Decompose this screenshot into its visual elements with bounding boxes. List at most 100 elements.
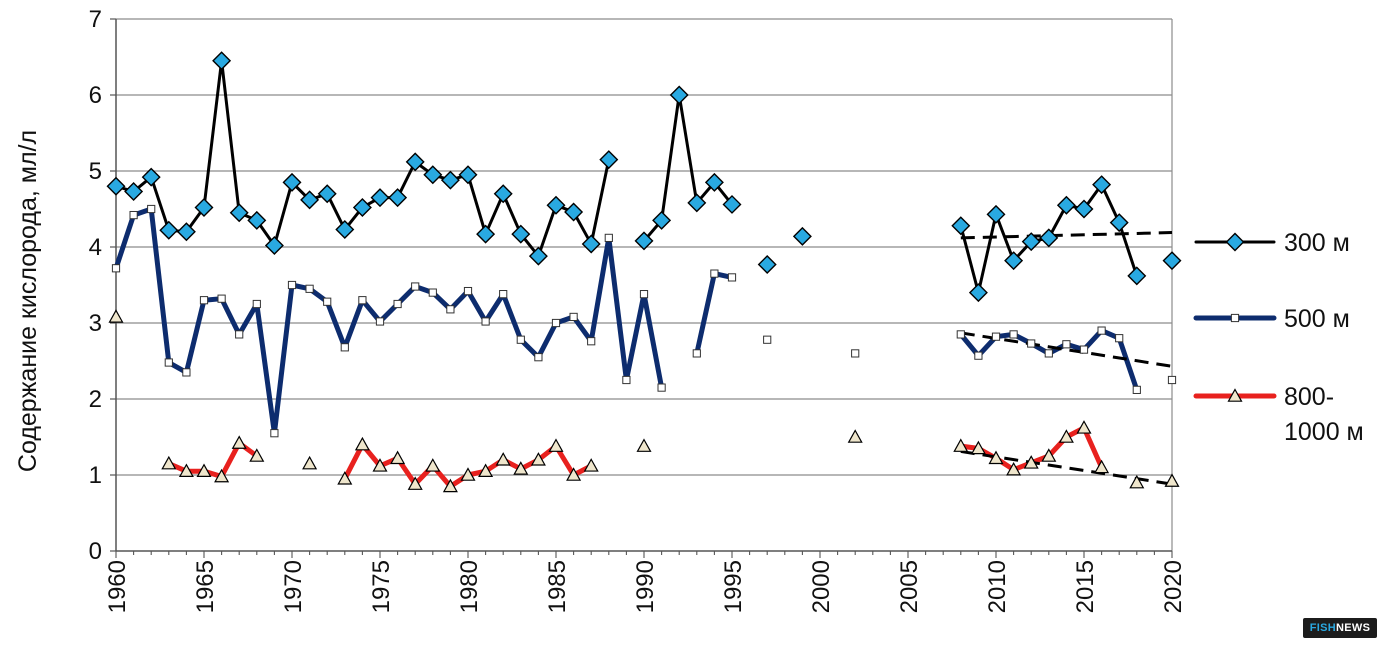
legend-label: 800- [1284, 383, 1334, 411]
data-point [988, 450, 1004, 465]
data-point [1164, 473, 1180, 487]
data-point [548, 438, 564, 452]
x-tick-label: 2005 [896, 560, 923, 613]
data-point [513, 461, 529, 475]
x-tick-label: 1975 [368, 560, 395, 613]
data-point [446, 305, 455, 314]
data-point [405, 152, 425, 172]
data-point [974, 351, 983, 360]
y-axis-ticks: 0 1 2 3 4 5 6 7 [89, 6, 116, 565]
data-point [1127, 266, 1147, 286]
data-point [358, 296, 367, 305]
data-point [1094, 459, 1110, 474]
x-tick-label: 1990 [632, 560, 659, 613]
data-point [622, 375, 631, 385]
gridlines [116, 18, 1173, 551]
data-point [551, 318, 561, 328]
data-point [599, 150, 619, 170]
data-point [639, 290, 649, 299]
data-point [528, 246, 548, 266]
data-point [1041, 448, 1057, 462]
data-point [1076, 420, 1092, 434]
data-point [636, 438, 652, 452]
data-point [564, 202, 584, 222]
data-point [335, 220, 355, 240]
y-tick-label: 0 [89, 538, 102, 565]
data-point [581, 234, 601, 254]
data-point [129, 210, 138, 220]
data-point [951, 216, 971, 236]
data-point [305, 284, 314, 293]
y-tick-label: 2 [89, 386, 102, 413]
data-point [247, 210, 267, 230]
data-point [147, 204, 156, 214]
data-point [249, 448, 265, 462]
data-point [264, 235, 284, 255]
data-point [423, 165, 443, 185]
data-point [1129, 474, 1145, 489]
data-point [352, 197, 372, 217]
data-point [106, 176, 126, 196]
x-tick-label: 2000 [808, 560, 835, 613]
legend-marker [1230, 313, 1240, 323]
data-point [178, 463, 194, 477]
data-point [463, 286, 473, 296]
y-tick-label: 3 [89, 310, 102, 337]
data-point [428, 288, 437, 297]
data-point [182, 368, 191, 377]
data-point [231, 435, 247, 449]
data-point [722, 194, 742, 214]
x-tick-label: 2010 [984, 560, 1011, 613]
data-point [493, 184, 513, 204]
data-point [569, 312, 578, 322]
data-point [516, 335, 525, 344]
x-tick-label: 1965 [192, 560, 219, 613]
data-point [495, 452, 511, 466]
trend-line [960, 231, 1173, 240]
x-tick-label: 2015 [1072, 560, 1099, 613]
data-point [970, 440, 986, 455]
data-point [214, 468, 230, 483]
data-point [530, 452, 546, 466]
data-point [499, 290, 508, 299]
data-point [411, 282, 420, 291]
data-point [1039, 228, 1059, 248]
data-point [478, 463, 494, 477]
data-point [534, 353, 543, 362]
data-point [669, 85, 689, 105]
x-tick-label: 1980 [456, 560, 483, 613]
data-point [164, 358, 173, 367]
data-point [953, 438, 969, 452]
legend-label: 300 м [1284, 229, 1350, 257]
data-point [337, 471, 353, 485]
legend-marker [1227, 388, 1243, 402]
x-tick-label: 1995 [720, 560, 747, 613]
data-point [1056, 195, 1076, 215]
data-point [176, 222, 196, 242]
data-point [1162, 251, 1182, 271]
data-point [440, 170, 460, 190]
data-point [757, 254, 777, 274]
data-point [354, 436, 370, 451]
series-line-segment [694, 271, 735, 356]
data-point [687, 193, 707, 213]
data-point [217, 294, 226, 303]
data-point [407, 476, 423, 490]
data-point [124, 182, 144, 202]
x-tick-label: 2020 [1160, 560, 1187, 613]
data-point [196, 463, 212, 477]
data-point [111, 264, 121, 273]
data-point [460, 467, 476, 481]
x-tick-label: 1985 [544, 560, 571, 613]
data-point [388, 188, 408, 208]
data-point [442, 478, 458, 493]
data-point [372, 458, 388, 472]
data-point [657, 383, 666, 392]
data-point [287, 280, 297, 290]
data-point [302, 455, 318, 470]
data-point [604, 233, 613, 242]
data-point [252, 299, 261, 309]
data-point [425, 458, 441, 472]
data-point [1006, 461, 1022, 476]
